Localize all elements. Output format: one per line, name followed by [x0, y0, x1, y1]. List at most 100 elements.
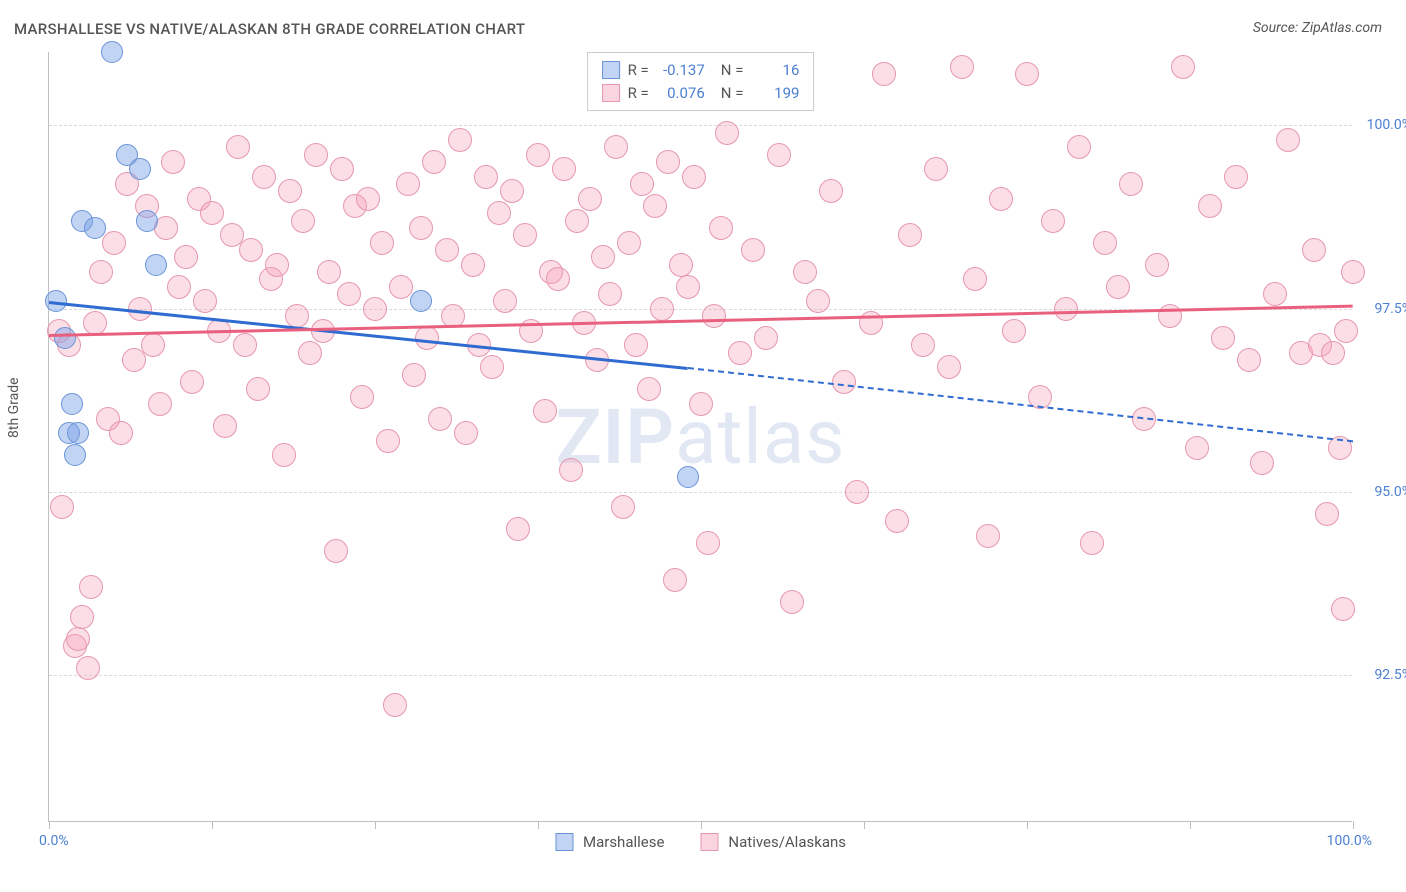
data-point [513, 223, 537, 247]
data-point [885, 509, 909, 533]
data-point [148, 392, 172, 416]
legend-swatch [602, 61, 620, 79]
data-point [1054, 297, 1078, 321]
data-point [291, 209, 315, 233]
legend-item: Marshallese [555, 833, 664, 851]
source-label: Source: ZipAtlas.com [1253, 20, 1382, 36]
data-point [252, 165, 276, 189]
data-point [298, 341, 322, 365]
data-point [448, 128, 472, 152]
data-point [141, 333, 165, 357]
r-value: 0.076 [657, 82, 705, 105]
data-point [396, 172, 420, 196]
data-point [435, 238, 459, 262]
data-point [454, 421, 478, 445]
r-label: R = [628, 82, 649, 105]
data-point [1224, 165, 1248, 189]
data-point [1302, 238, 1326, 262]
x-tick [701, 821, 702, 829]
data-point [337, 282, 361, 306]
data-point [129, 158, 151, 180]
data-point [278, 179, 302, 203]
data-point [1171, 55, 1195, 79]
data-point [506, 517, 530, 541]
data-point [272, 443, 296, 467]
data-point [213, 414, 237, 438]
grid-line [49, 125, 1352, 126]
data-point [676, 275, 700, 299]
data-point [1331, 597, 1355, 621]
data-point [1334, 319, 1358, 343]
data-point [559, 458, 583, 482]
data-point [136, 210, 158, 232]
data-point [500, 179, 524, 203]
data-point [480, 355, 504, 379]
data-point [767, 143, 791, 167]
y-axis-label: 8th Grade [6, 377, 22, 438]
data-point [598, 282, 622, 306]
data-point [1002, 319, 1026, 343]
data-point [246, 377, 270, 401]
data-point [963, 267, 987, 291]
data-point [304, 143, 328, 167]
data-point [193, 289, 217, 313]
n-value: 16 [751, 59, 799, 82]
data-point [819, 179, 843, 203]
r-value: -0.137 [657, 59, 705, 82]
data-point [109, 421, 133, 445]
data-point [66, 627, 90, 651]
data-point [780, 590, 804, 614]
data-point [70, 605, 94, 629]
data-point [50, 495, 74, 519]
data-point [474, 165, 498, 189]
data-point [976, 524, 1000, 548]
n-value: 199 [751, 82, 799, 105]
data-point [493, 289, 517, 313]
data-point [643, 194, 667, 218]
x-max-label: 100.0% [1327, 833, 1372, 849]
y-tick-label: 100.0% [1367, 117, 1406, 133]
data-point [76, 656, 100, 680]
data-point [370, 231, 394, 255]
data-point [677, 466, 699, 488]
data-point [950, 55, 974, 79]
x-tick [538, 821, 539, 829]
data-point [989, 187, 1013, 211]
data-point [180, 370, 204, 394]
x-tick [1027, 821, 1028, 829]
data-point [604, 135, 628, 159]
data-point [898, 223, 922, 247]
legend-row: R =0.076N =199 [602, 82, 800, 105]
data-point [422, 150, 446, 174]
data-point [324, 539, 348, 563]
data-point [1080, 531, 1104, 555]
data-point [101, 41, 123, 63]
data-point [1067, 135, 1091, 159]
data-point [715, 121, 739, 145]
data-point [200, 201, 224, 225]
data-point [709, 216, 733, 240]
data-point [409, 216, 433, 240]
correlation-legend: R =-0.137N =16R =0.076N =199 [587, 52, 815, 111]
data-point [89, 260, 113, 284]
data-point [617, 231, 641, 255]
data-point [67, 422, 89, 444]
series-legend: MarshalleseNatives/Alaskans [555, 833, 846, 851]
data-point [1145, 253, 1169, 277]
data-point [233, 333, 257, 357]
data-point [793, 260, 817, 284]
y-tick-label: 95.0% [1374, 484, 1406, 500]
data-point [145, 254, 167, 276]
data-point [1185, 436, 1209, 460]
data-point [565, 209, 589, 233]
data-point [415, 326, 439, 350]
data-point [754, 326, 778, 350]
data-point [102, 231, 126, 255]
data-point [1211, 326, 1235, 350]
x-tick [49, 821, 50, 829]
data-point [630, 172, 654, 196]
grid-line [49, 492, 1352, 493]
y-tick-label: 97.5% [1374, 301, 1406, 317]
data-point [689, 392, 713, 416]
r-label: R = [628, 59, 649, 82]
